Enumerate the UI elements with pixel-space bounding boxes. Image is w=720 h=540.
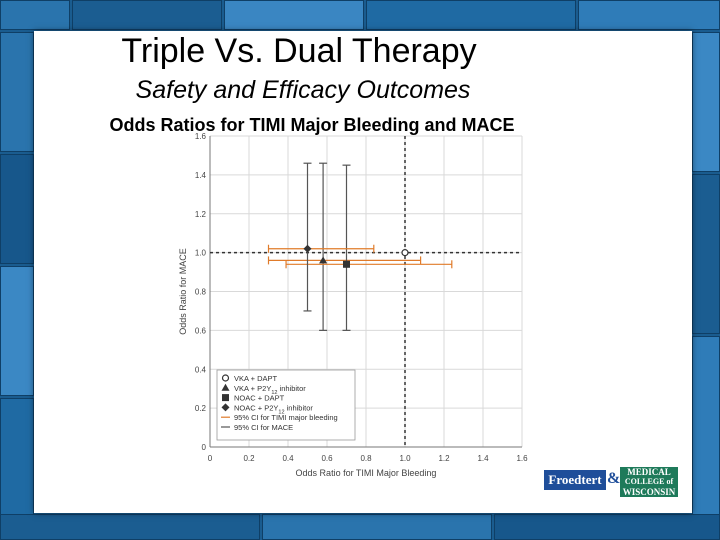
x-tick-label: 0.6	[321, 454, 333, 463]
logo-right-line2: COLLEGE of	[624, 477, 674, 486]
x-tick-label: 1.4	[477, 454, 489, 463]
slide-subtitle: Safety and Efficacy Outcomes	[135, 76, 471, 104]
x-tick-label: 1.0	[399, 454, 411, 463]
legend-label: VKA + DAPT	[234, 374, 278, 383]
x-tick-label: 0.2	[243, 454, 255, 463]
slide-title: Triple Vs. Dual Therapy	[121, 32, 477, 70]
legend-box	[216, 369, 356, 441]
logo-right-line3: WISCONSIN	[622, 487, 676, 497]
data-point	[401, 249, 409, 257]
legend-label: NOAC + DAPT	[234, 394, 285, 403]
y-tick-label: 1.0	[195, 249, 207, 258]
legend-marker	[222, 394, 229, 402]
legend-label: NOAC + P2Y12 inhibitor	[234, 403, 313, 415]
logo-right-line1: MEDICAL	[627, 467, 671, 477]
x-tick-label: 0.8	[360, 454, 372, 463]
y-tick-label: 0.2	[195, 404, 207, 413]
legend-label: VKA + P2Y12 inhibitor	[234, 384, 306, 396]
chart-heading: Odds Ratios for TIMI Major Bleeding and …	[109, 115, 515, 135]
logo-left: Froedtert	[544, 470, 606, 490]
logo-right: MEDICAL COLLEGE of WISCONSIN	[620, 467, 678, 497]
legend-marker	[221, 403, 230, 412]
y-tick-label: 1.6	[195, 132, 207, 141]
logo-ampersand: &	[607, 470, 621, 487]
x-tick-label: 1.6	[516, 454, 528, 463]
y-tick-label: 1.2	[195, 210, 207, 219]
legend-marker	[221, 374, 230, 382]
x-tick-label: 0	[208, 454, 213, 463]
y-axis-label: Odds Ratio for MACE	[178, 248, 188, 335]
legend-marker	[221, 383, 230, 391]
y-tick-label: 0.6	[195, 326, 207, 335]
y-tick-label: 0.4	[195, 365, 207, 374]
slide-panel: Triple Vs. Dual Therapy Safety and Effic…	[34, 31, 692, 513]
y-tick-label: 1.4	[195, 171, 207, 180]
data-point	[319, 256, 328, 264]
data-point	[303, 244, 312, 253]
x-tick-label: 1.2	[438, 454, 450, 463]
x-tick-label: 0.4	[282, 454, 294, 463]
y-tick-label: 0.8	[195, 288, 207, 297]
logo-left-text: Froedtert	[548, 472, 602, 487]
legend-label: 95% CI for MACE	[234, 423, 293, 432]
legend-label: 95% CI for TIMI major bleeding	[234, 413, 338, 422]
data-point	[343, 260, 350, 268]
x-axis-label: Odds Ratio for TIMI Major Bleeding	[296, 468, 437, 478]
y-tick-label: 0	[202, 443, 207, 452]
